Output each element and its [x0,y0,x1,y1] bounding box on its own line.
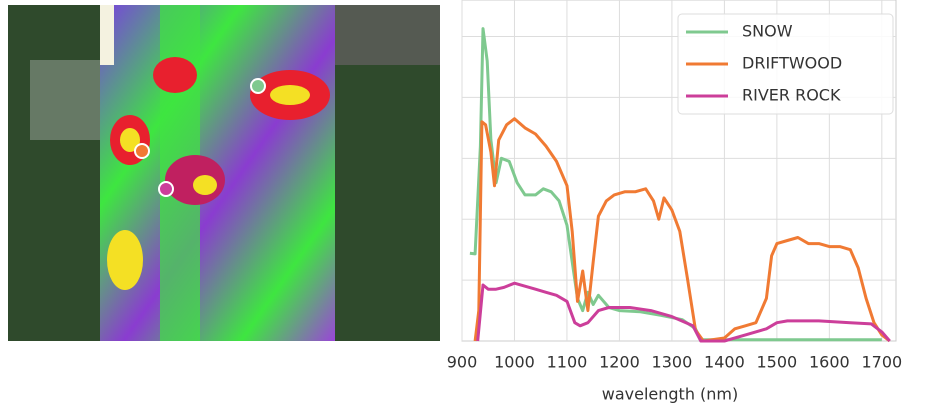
legend-label: RIVER ROCK [742,86,841,105]
x-tick-label: 1200 [599,353,640,372]
data-line [469,27,882,342]
x-tick-label: 1400 [704,353,745,372]
x-tick-label: 1100 [547,353,588,372]
x-axis-label: wavelength (nm) [602,385,739,404]
x-tick-label: 1300 [652,353,693,372]
x-tick-label: 1000 [494,353,535,372]
x-tick-label: 900 [447,353,478,372]
legend-label: SNOW [742,22,793,41]
data-line [473,117,891,343]
legend-box [677,13,894,115]
aerial-image [8,5,440,341]
legend-label: DRIFTWOOD [742,54,842,73]
x-tick-label: 1700 [861,353,902,372]
data-line [476,281,891,343]
x-tick-label: 1600 [809,353,850,372]
x-tick-label: 1500 [757,353,798,372]
